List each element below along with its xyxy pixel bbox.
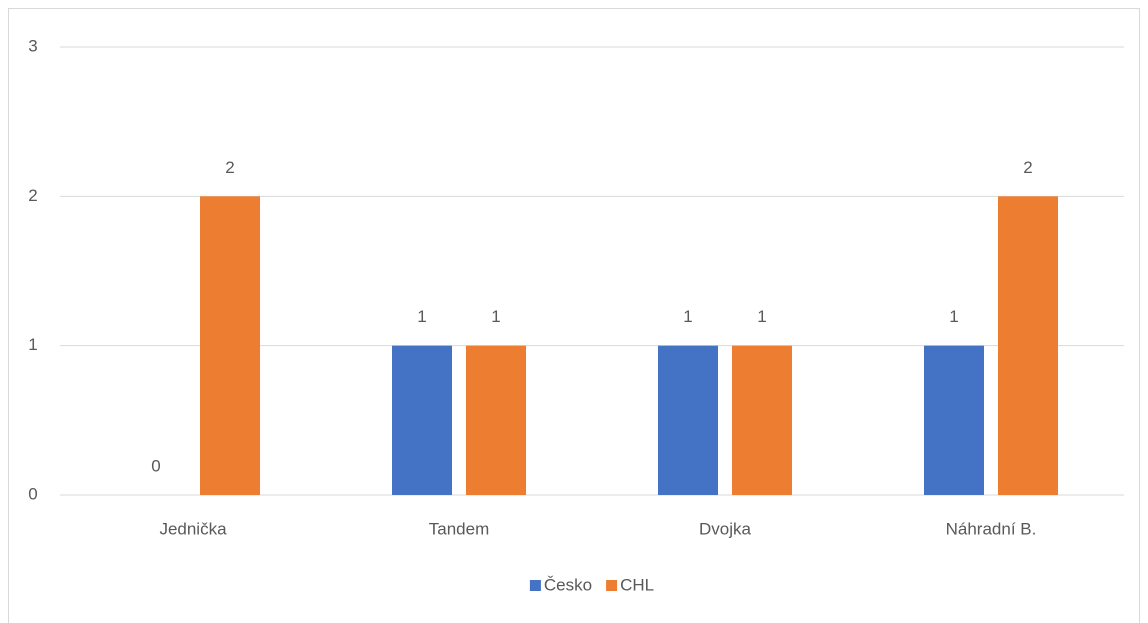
y-tick-label: 0 [28,484,37,503]
bar [998,196,1058,496]
bar [924,345,984,495]
chart-border [8,8,1140,623]
y-tick-label: 3 [28,36,37,55]
bar [200,196,260,496]
x-tick-label: Náhradní B. [946,519,1037,538]
legend-item: CHL [606,575,654,594]
bar [392,345,452,495]
data-label: 0 [151,456,160,475]
legend-label: Česko [544,575,592,594]
legend-swatch [529,580,541,591]
bar [732,345,792,495]
x-tick-label: Dvojka [699,519,752,538]
data-label: 1 [757,307,766,326]
data-label: 2 [1023,158,1032,177]
data-label: 1 [417,307,426,326]
data-label: 1 [491,307,500,326]
y-tick-label: 1 [28,335,37,354]
x-tick-label: Jednička [159,519,227,538]
data-label: 1 [683,307,692,326]
legend-swatch [606,580,618,591]
x-tick-label: Tandem [429,519,489,538]
bar [466,345,526,495]
y-tick-label: 2 [28,186,37,205]
data-label: 2 [225,158,234,177]
legend-label: CHL [620,575,654,594]
legend-item: Česko [529,575,592,594]
data-label: 1 [949,307,958,326]
bar [658,345,718,495]
